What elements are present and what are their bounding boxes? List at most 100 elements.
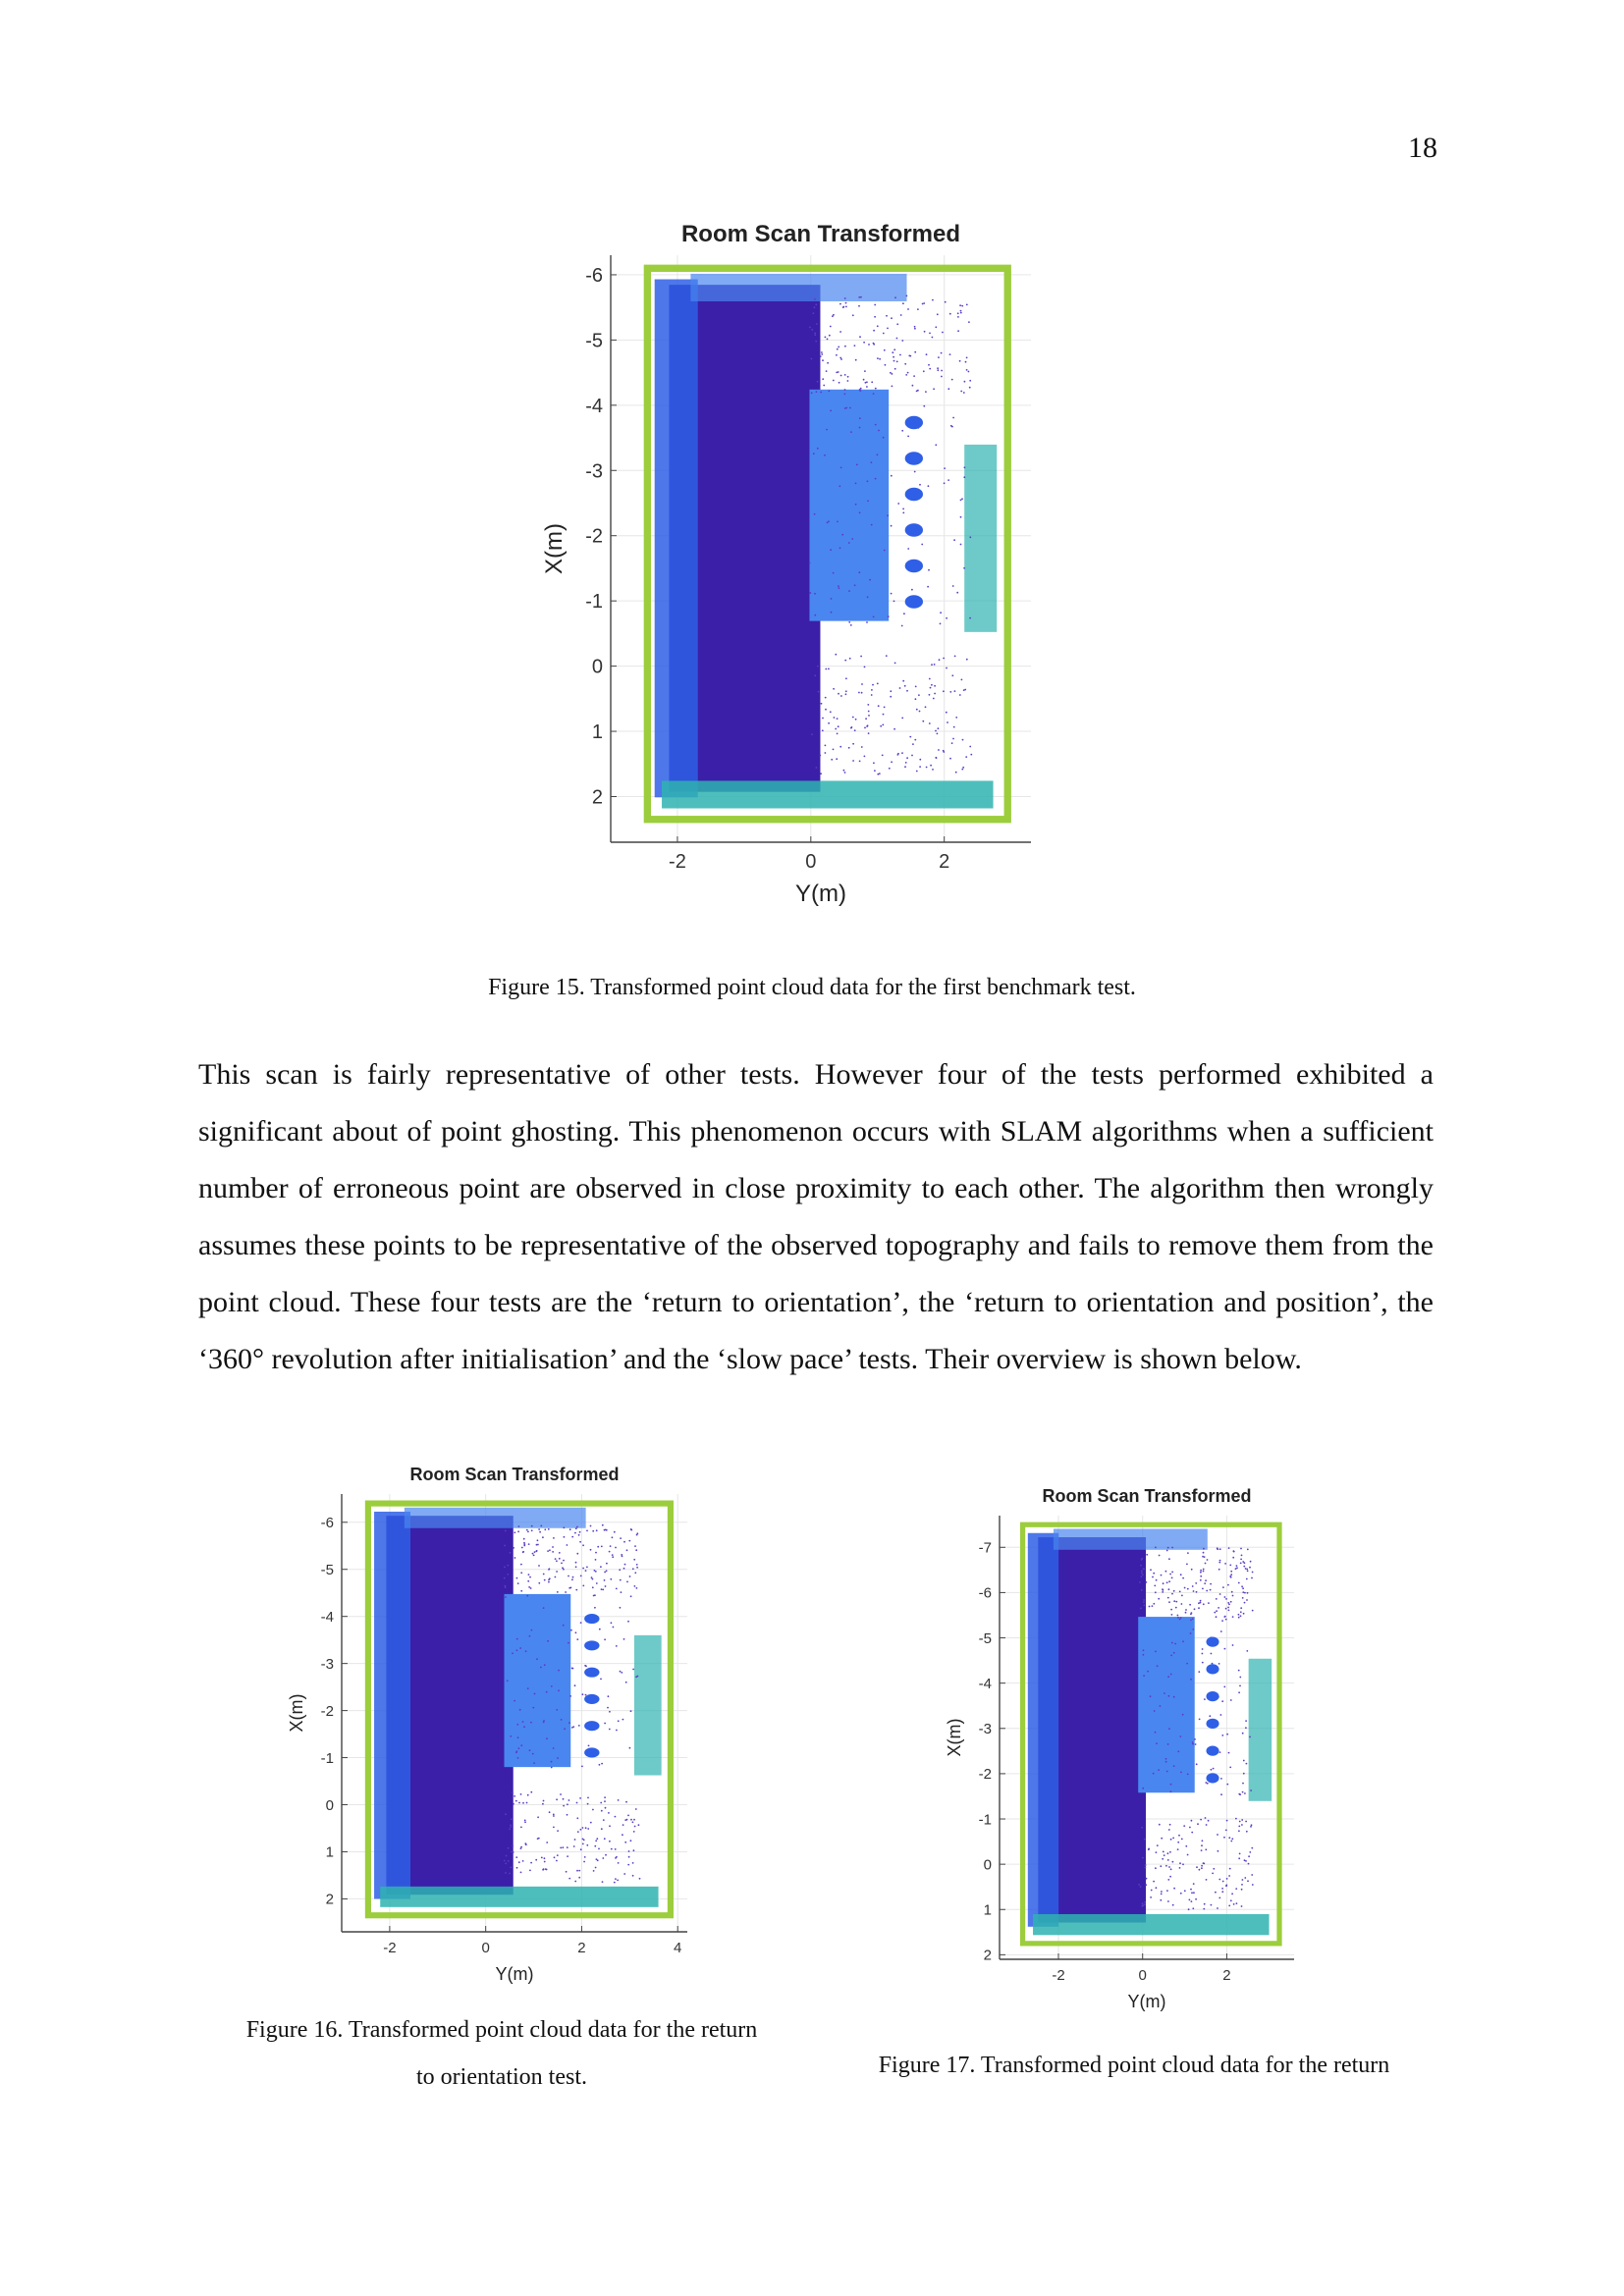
scan-point: [1231, 1893, 1233, 1896]
scan-point: [872, 683, 874, 686]
scan-point: [522, 1537, 525, 1540]
scan-point: [1156, 1665, 1159, 1668]
scan-point: [509, 1551, 512, 1554]
scan-point: [1245, 1860, 1247, 1862]
scan-point: [1168, 1580, 1170, 1583]
scan-point: [917, 389, 919, 392]
y-tick-label: -3: [321, 1656, 334, 1673]
scan-point: [627, 1855, 630, 1858]
scan-point: [894, 296, 896, 299]
scan-point: [524, 1842, 527, 1844]
scan-point: [1190, 1678, 1192, 1681]
scan-point: [854, 482, 857, 485]
scan-point: [1235, 1902, 1238, 1904]
scan-point: [1206, 1782, 1209, 1785]
scan-point: [1224, 1829, 1227, 1832]
scan-point: [822, 717, 824, 720]
scan-point: [928, 568, 930, 571]
scan-point: [866, 381, 868, 384]
scan-point: [870, 694, 873, 696]
scan-point: [833, 687, 835, 690]
scan-point: [1247, 1880, 1249, 1883]
scan-point: [545, 1690, 548, 1693]
scan-point: [1223, 1616, 1226, 1618]
scan-point: [1186, 1773, 1189, 1776]
scan-point: [1172, 1765, 1175, 1767]
scan-point: [583, 1856, 586, 1858]
scan-point: [898, 687, 901, 689]
scan-point: [838, 585, 839, 587]
scan-point: [1215, 1616, 1218, 1619]
scan-point: [633, 1585, 636, 1587]
scan-point: [1185, 1844, 1188, 1847]
scan-point: [1160, 1574, 1163, 1576]
scan-point: [1190, 1888, 1192, 1891]
scan-point: [628, 1539, 631, 1542]
scan-point: [594, 1606, 596, 1609]
scan-point: [1218, 1607, 1219, 1609]
scan-point: [597, 1545, 600, 1548]
scan-point: [836, 718, 839, 720]
scan-point: [847, 542, 850, 544]
scan-point: [843, 389, 846, 391]
scan-point: [576, 1525, 578, 1528]
scan-point: [1161, 1891, 1163, 1893]
chair-scan: [584, 1640, 600, 1651]
scan-point: [604, 1571, 606, 1574]
scan-point: [1189, 1826, 1191, 1829]
scan-point: [932, 769, 934, 771]
scan-point: [956, 312, 959, 315]
y-tick-label: -1: [979, 1811, 992, 1828]
scan-point: [1150, 1889, 1153, 1892]
scan-point: [1171, 1903, 1174, 1906]
scan-point: [893, 355, 894, 358]
x-tick-label: 0: [1139, 1967, 1147, 1984]
scan-point: [1251, 1884, 1254, 1886]
scan-point: [1244, 1591, 1246, 1594]
scan-point: [632, 1849, 635, 1852]
figure-17-caption: Figure 17. Transformed point cloud data …: [878, 2053, 1390, 2078]
scan-point: [1204, 1698, 1206, 1700]
scan-point: [563, 1526, 566, 1529]
scan-point: [927, 585, 929, 588]
page-number: 18: [1408, 132, 1437, 164]
scan-point: [897, 752, 899, 755]
scan-point: [1201, 1661, 1204, 1664]
scan-point: [1191, 1831, 1194, 1834]
scan-point: [510, 1826, 513, 1828]
point-cloud: [643, 264, 1011, 824]
scan-point: [1190, 1900, 1193, 1902]
scan-point: [548, 1578, 550, 1581]
scan-point: [1230, 1574, 1233, 1576]
scan-point: [867, 500, 869, 503]
scan-point: [1243, 1601, 1246, 1604]
scan-point: [601, 1762, 603, 1765]
scan-point: [959, 515, 962, 518]
scan-point: [576, 1869, 578, 1872]
scan-point: [1242, 1782, 1244, 1785]
scan-point: [517, 1530, 519, 1533]
scan-point: [1205, 1848, 1208, 1851]
scan-point: [594, 1844, 597, 1847]
y-axis-label: X(m): [945, 1719, 964, 1757]
scan-point: [601, 1523, 604, 1526]
scan-point: [1239, 1684, 1241, 1687]
scan-point: [617, 1862, 620, 1864]
scan-point: [1246, 1599, 1248, 1601]
scan-point: [520, 1744, 523, 1747]
scan-point: [918, 694, 920, 696]
scan-point: [1160, 1898, 1163, 1901]
scan-point: [1143, 1601, 1145, 1603]
scan-point: [969, 616, 971, 619]
scan-point: [1165, 1581, 1168, 1584]
scan-point: [813, 512, 816, 515]
scan-point: [808, 561, 811, 564]
scan-point: [568, 1575, 569, 1577]
scan-point: [530, 1529, 533, 1532]
figure-15-caption: Figure 15. Transformed point cloud data …: [488, 975, 1136, 1000]
scan-point: [887, 615, 890, 617]
scan-point: [565, 1591, 567, 1593]
scan-point: [1210, 1903, 1213, 1906]
scan-point: [617, 1799, 620, 1801]
scan-point: [1242, 1772, 1245, 1775]
